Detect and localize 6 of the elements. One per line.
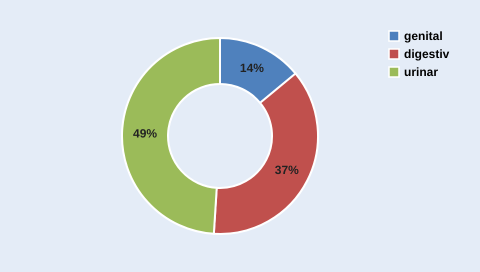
data-label: 37% — [274, 163, 300, 178]
legend-label: urinar — [404, 65, 438, 79]
legend-label: digestiv — [404, 47, 450, 61]
data-label: 49% — [133, 126, 158, 141]
legend-label: genital — [404, 29, 443, 43]
data-label: 14% — [240, 61, 264, 76]
